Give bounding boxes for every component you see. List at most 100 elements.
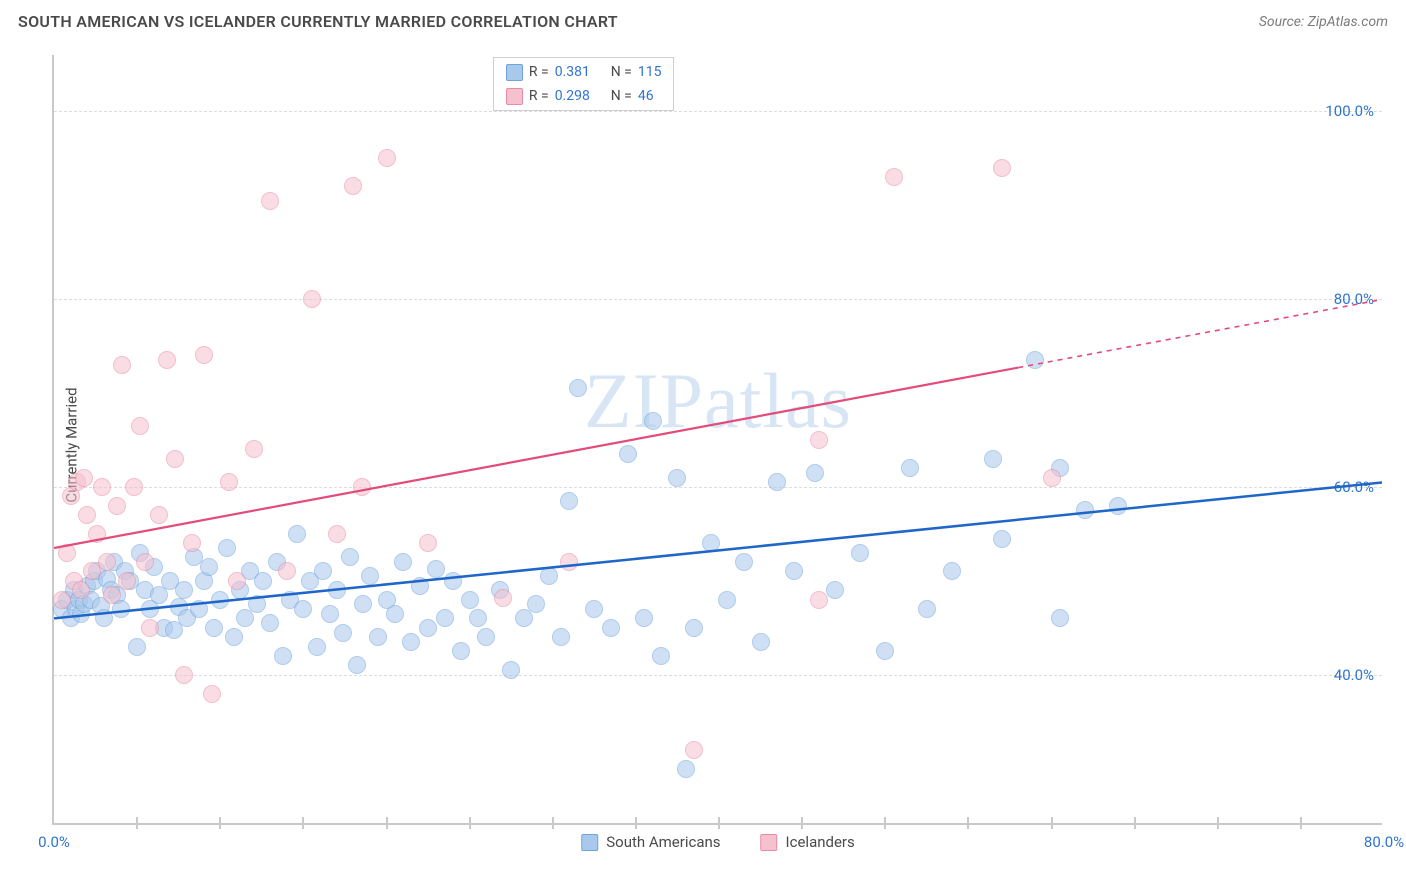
data-point [53, 591, 71, 609]
data-point [183, 534, 201, 552]
data-point [1051, 609, 1069, 627]
data-point [668, 469, 686, 487]
data-point [619, 445, 637, 463]
data-point [218, 539, 236, 557]
data-point [321, 605, 339, 623]
data-point [810, 591, 828, 609]
data-point [166, 450, 184, 468]
data-point [461, 591, 479, 609]
data-point [108, 497, 126, 515]
r-value: 0.381 [555, 63, 605, 81]
data-point [993, 530, 1011, 548]
data-point [103, 586, 121, 604]
x-tick [967, 817, 969, 829]
stats-legend-row: R = 0.381 N = 115 [494, 60, 674, 84]
data-point [1076, 501, 1094, 519]
data-point [826, 581, 844, 599]
data-point [175, 581, 193, 599]
data-point [540, 567, 558, 585]
series-label: South Americans [606, 833, 720, 851]
data-point [254, 572, 272, 590]
y-tick-label: 40.0% [1334, 666, 1374, 684]
data-point [328, 581, 346, 599]
data-point [278, 562, 296, 580]
trendlines [54, 55, 1382, 823]
data-point [427, 560, 445, 578]
data-point [652, 647, 670, 665]
r-label: R = [529, 63, 549, 81]
x-tick [469, 817, 471, 829]
n-label: N = [611, 63, 632, 81]
data-point [876, 642, 894, 660]
y-tick-label: 100.0% [1325, 102, 1374, 120]
watermark-a: ZIP [584, 357, 704, 444]
data-point [341, 548, 359, 566]
data-point [205, 619, 223, 637]
series-legend-item: South Americans [581, 833, 720, 851]
gridline [54, 111, 1382, 112]
data-point [644, 412, 662, 430]
data-point [334, 624, 352, 642]
x-tick [136, 817, 138, 829]
data-point [768, 473, 786, 491]
data-point [735, 553, 753, 571]
data-point [261, 614, 279, 632]
data-point [1026, 351, 1044, 369]
data-point [175, 666, 193, 684]
data-point [261, 192, 279, 210]
data-point [353, 478, 371, 496]
series-label: Icelanders [786, 833, 855, 851]
data-point [294, 600, 312, 618]
plot-area: ZIPatlas 40.0%60.0%80.0%100.0%0.0%80.0%R… [52, 55, 1382, 825]
stats-legend-row: R =0.298N =46 [494, 84, 674, 108]
stats-legend: R =0.381N =115R =0.298N =46 [493, 57, 675, 111]
watermark-b: atlas [704, 357, 852, 444]
data-point [569, 379, 587, 397]
r-value: 0.298 [555, 87, 605, 105]
data-point [452, 642, 470, 660]
data-point [225, 628, 243, 646]
data-point [419, 619, 437, 637]
data-point [200, 558, 218, 576]
series-legend: South Americans Icelanders [581, 833, 855, 851]
data-point [1043, 469, 1061, 487]
legend-swatch [506, 88, 523, 105]
y-tick-label: 60.0% [1334, 478, 1374, 496]
chart-title: SOUTH AMERICAN VS ICELANDER CURRENTLY MA… [18, 12, 618, 31]
x-tick [386, 817, 388, 829]
x-tick [635, 817, 637, 829]
data-point [158, 351, 176, 369]
data-point [585, 600, 603, 618]
data-point [685, 619, 703, 637]
n-label: N = [611, 87, 632, 105]
data-point [136, 553, 154, 571]
x-tick-label: 80.0% [1364, 833, 1404, 851]
x-tick [1051, 817, 1053, 829]
chart-header: SOUTH AMERICAN VS ICELANDER CURRENTLY MA… [0, 0, 1406, 41]
n-value: 115 [638, 63, 662, 81]
data-point [494, 589, 512, 607]
y-tick-label: 80.0% [1334, 290, 1374, 308]
data-point [348, 656, 366, 674]
data-point [95, 609, 113, 627]
data-point [851, 544, 869, 562]
data-point [527, 595, 545, 613]
data-point [502, 661, 520, 679]
data-point [943, 562, 961, 580]
data-point [58, 544, 76, 562]
data-point [918, 600, 936, 618]
legend-swatch [581, 834, 598, 851]
data-point [785, 562, 803, 580]
data-point [411, 577, 429, 595]
data-point [993, 159, 1011, 177]
data-point [93, 478, 111, 496]
data-point [436, 609, 454, 627]
x-tick [219, 817, 221, 829]
data-point [314, 562, 332, 580]
data-point [125, 478, 143, 496]
data-point [552, 628, 570, 646]
x-tick [884, 817, 886, 829]
data-point [128, 638, 146, 656]
data-point [806, 464, 824, 482]
gridline [54, 299, 1382, 300]
